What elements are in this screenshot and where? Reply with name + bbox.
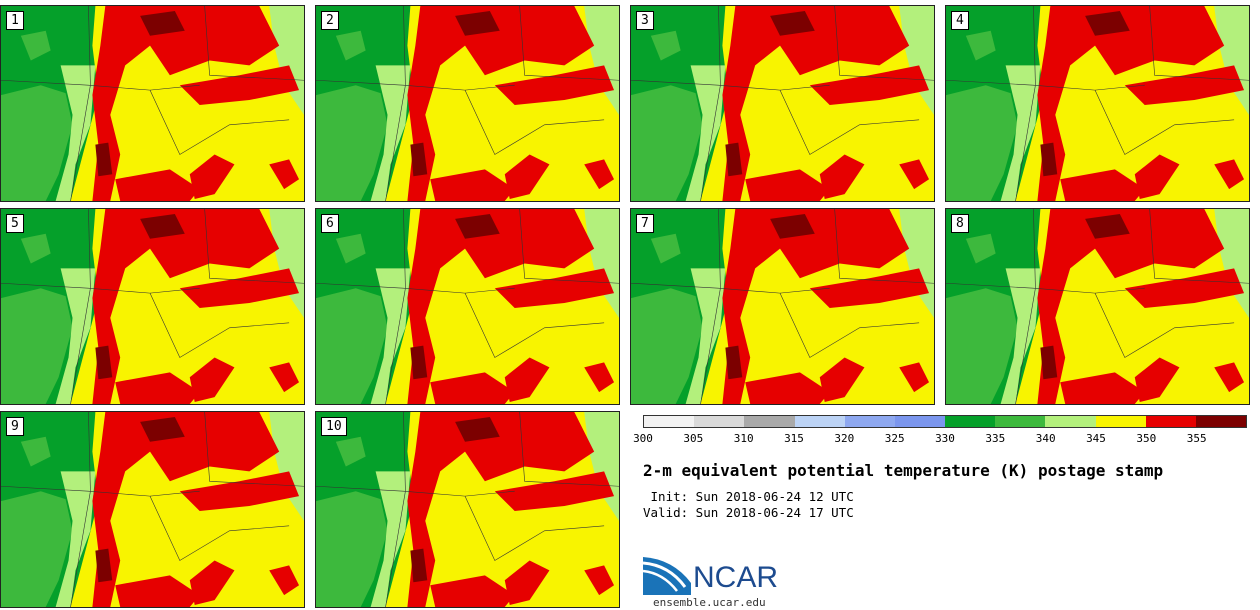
- site-url: ensemble.ucar.edu: [653, 596, 766, 609]
- member-label: 1: [6, 11, 24, 30]
- colorbar-swatch: [1045, 416, 1096, 427]
- colorbar-tick-label: 315: [784, 432, 804, 445]
- colorbar-tick-label: 340: [1035, 432, 1056, 445]
- colorbar-tick-label: 305: [683, 432, 704, 445]
- colorbar-tick-label: 310: [733, 432, 754, 445]
- colorbar-swatch: [1195, 416, 1247, 427]
- member-label: 6: [321, 214, 339, 233]
- colorbar-tick-label: 330: [935, 432, 955, 445]
- map-panel: 4: [945, 5, 1250, 202]
- valid-time: Valid: Sun 2018-06-24 17 UTC: [643, 505, 854, 520]
- map-panel: 7: [630, 208, 935, 405]
- colorbar-tick-label: 350: [1136, 432, 1157, 445]
- ncar-logo-icon: [643, 557, 691, 595]
- colorbar-tick-label: 320: [834, 432, 855, 445]
- colorbar-swatch: [894, 416, 946, 427]
- colorbar-tick-label: 345: [1086, 432, 1106, 445]
- member-label: 8: [951, 214, 969, 233]
- member-label: 7: [636, 214, 654, 233]
- map-panel: 2: [315, 5, 620, 202]
- member-label: 2: [321, 11, 339, 30]
- colorbar-swatch: [1145, 416, 1196, 427]
- map-panel: 8: [945, 208, 1250, 405]
- member-label: 5: [6, 214, 24, 233]
- colorbar-swatch: [694, 416, 745, 427]
- colorbar-tick-label: 355: [1186, 432, 1207, 445]
- colorbar-tick-label: 325: [884, 432, 905, 445]
- ncar-logo-text: NCAR: [693, 561, 779, 594]
- member-label: 10: [321, 417, 347, 436]
- map-panel: 9: [0, 411, 305, 608]
- member-label: 9: [6, 417, 24, 436]
- member-label: 4: [951, 11, 969, 30]
- colorbar-swatch: [644, 416, 695, 427]
- colorbar-swatch: [945, 416, 996, 427]
- colorbar-tick-label: 335: [985, 432, 1006, 445]
- colorbar-swatch: [995, 416, 1046, 427]
- map-panel: 10: [315, 411, 620, 608]
- figure-title: 2-m equivalent potential temperature (K)…: [643, 461, 1164, 480]
- map-panel: 6: [315, 208, 620, 405]
- colorbar-tick-label: 300: [633, 432, 653, 445]
- member-label: 3: [636, 11, 654, 30]
- colorbar-ticks: 300 305 310 315 320 325 330 335 340 345 350 355: [633, 432, 1247, 446]
- colorbar-swatch: [1095, 416, 1146, 427]
- map-panel: 1: [0, 5, 305, 202]
- map-panel: 5: [0, 208, 305, 405]
- colorbar-swatch: [794, 416, 845, 427]
- colorbar-swatch: [744, 416, 795, 427]
- init-time: Init: Sun 2018-06-24 12 UTC: [643, 489, 854, 504]
- map-panel: 3: [630, 5, 935, 202]
- colorbar: [643, 415, 1247, 428]
- colorbar-swatch: [844, 416, 895, 427]
